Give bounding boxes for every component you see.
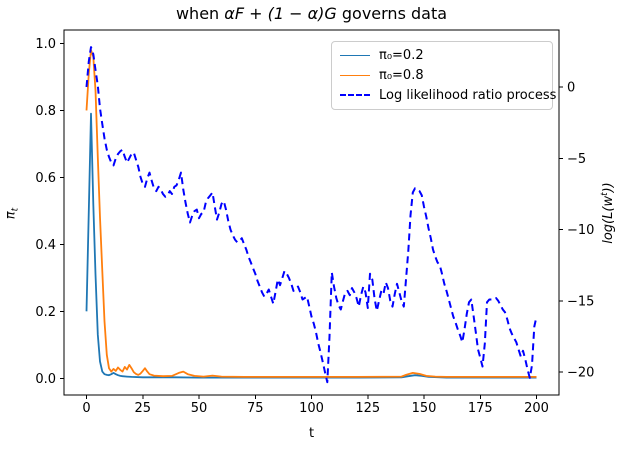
left-axis-label-sub: t — [10, 207, 21, 212]
legend-label: π₀=0.8 — [379, 67, 424, 83]
y-right-tick-label: −15 — [567, 294, 594, 309]
plot-border — [63, 29, 560, 396]
x-tick-label: 100 — [299, 401, 324, 416]
left-axis-label: πt — [4, 174, 21, 254]
x-tick-label: 50 — [191, 401, 208, 416]
y-right-tick-label: −10 — [567, 223, 594, 238]
x-tick-label: 150 — [412, 401, 437, 416]
legend-line-sample-1 — [340, 74, 370, 76]
y-right-tick-label: −5 — [567, 152, 586, 167]
x-tick-label: 25 — [134, 401, 151, 416]
legend-label: Log likelihood ratio process — [379, 87, 557, 103]
x-tick-label: 75 — [247, 401, 264, 416]
legend: π₀=0.2 π₀=0.8 Log likelihood ratio proce… — [331, 41, 556, 110]
y-left-tick-label: 0.4 — [35, 238, 56, 253]
y-left-tick-label: 1.0 — [35, 37, 56, 52]
x-axis-label: t — [308, 426, 315, 441]
chart-title-suffix: governs data — [336, 4, 448, 23]
left-axis-label-base: π — [3, 211, 19, 220]
chart-title-math: αF + (1 − α)G — [224, 4, 337, 23]
series-log-likelihood-ratio-process — [85, 46, 538, 384]
right-axis-label: log(L(wt)) — [600, 163, 616, 263]
series-pi-process-low-prior — [85, 112, 537, 379]
right-axis-label-suffix: )) — [601, 182, 616, 193]
y-right-tick-label: 0 — [567, 81, 575, 96]
x-tick-label: 175 — [468, 401, 493, 416]
right-axis-label-prefix: log(L(w — [601, 195, 616, 244]
chart-title-prefix: when — [175, 4, 225, 23]
legend-item-pi02: π₀=0.2 — [340, 46, 544, 65]
chart-title: when αF + (1 − α)G governs data — [64, 4, 559, 24]
x-tick-label: 0 — [82, 401, 90, 416]
legend-item-pi08: π₀=0.8 — [340, 66, 544, 85]
y-right-tick-label: −20 — [567, 366, 594, 381]
legend-label: π₀=0.2 — [379, 48, 424, 64]
y-left-tick-label: 0.2 — [35, 305, 56, 320]
y-left-tick-label: 0.6 — [35, 171, 56, 186]
right-axis-label-sup: t — [600, 192, 610, 196]
legend-line-sample-0 — [340, 55, 370, 57]
x-tick-label: 125 — [355, 401, 380, 416]
y-left-tick-label: 0.0 — [35, 372, 56, 387]
y-left-tick-label: 0.8 — [35, 104, 56, 119]
x-tick-label: 200 — [524, 401, 549, 416]
series-pi-process-high-prior — [85, 49, 537, 378]
legend-line-sample-2 — [340, 94, 370, 97]
legend-item-loglik: Log likelihood ratio process — [340, 86, 556, 105]
